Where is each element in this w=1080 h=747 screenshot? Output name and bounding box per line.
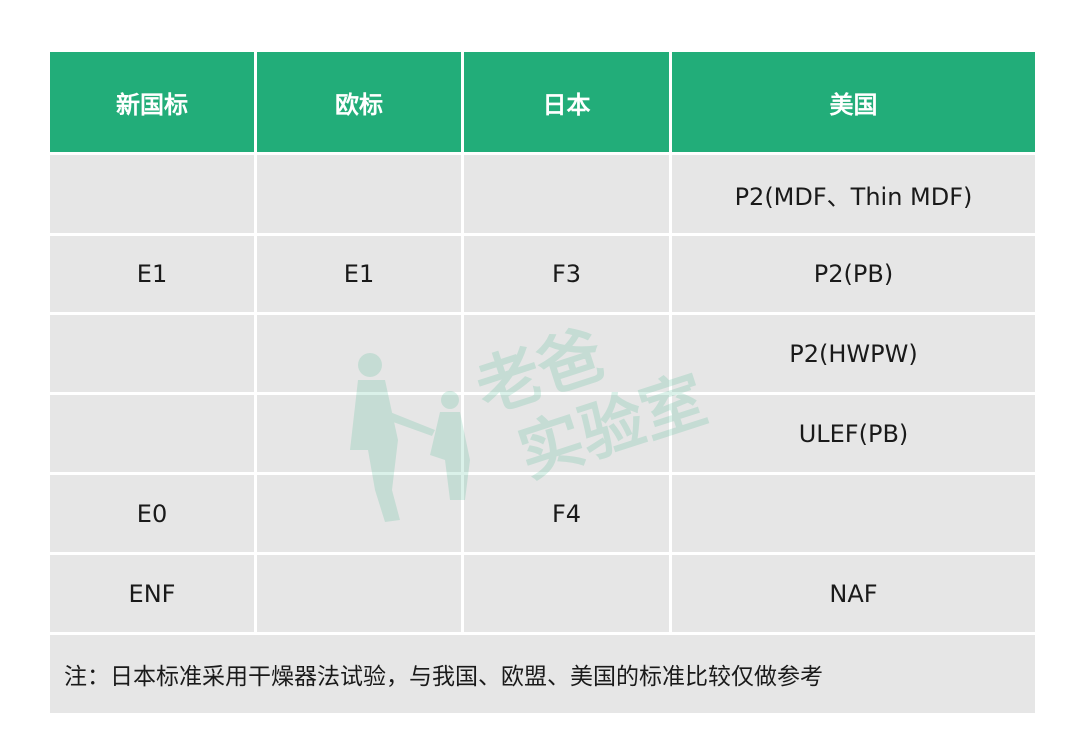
table-cell [464, 395, 669, 472]
table-cell: ENF [50, 555, 254, 632]
table-cell: P2(HWPW) [672, 315, 1035, 392]
table-cell: F3 [464, 236, 669, 312]
table-cell [257, 555, 461, 632]
header-cell: 日本 [464, 52, 669, 152]
table-cell [50, 395, 254, 472]
table-cell [257, 395, 461, 472]
table-cell [672, 475, 1035, 552]
table-cell: P2(PB) [672, 236, 1035, 312]
table-cell [464, 555, 669, 632]
table-cell: ULEF(PB) [672, 395, 1035, 472]
header-cell: 欧标 [257, 52, 461, 152]
table-cell [464, 155, 669, 233]
table-cell [257, 475, 461, 552]
table-cell: F4 [464, 475, 669, 552]
table-cell: P2(MDF、Thin MDF) [672, 155, 1035, 233]
table-cell [50, 315, 254, 392]
table-cell: E1 [257, 236, 461, 312]
table-cell [257, 315, 461, 392]
table-cell [464, 315, 669, 392]
table-cell: E0 [50, 475, 254, 552]
table-footnote: 注：日本标准采用干燥器法试验，与我国、欧盟、美国的标准比较仅做参考 [50, 635, 1035, 713]
table-cell [50, 155, 254, 233]
header-cell: 美国 [672, 52, 1035, 152]
table-cell: E1 [50, 236, 254, 312]
header-cell: 新国标 [50, 52, 254, 152]
table-cell [257, 155, 461, 233]
comparison-table: 新国标 欧标 日本 美国 P2(MDF、Thin MDF) E1 E1 F3 P… [50, 52, 1035, 713]
table-cell: NAF [672, 555, 1035, 632]
